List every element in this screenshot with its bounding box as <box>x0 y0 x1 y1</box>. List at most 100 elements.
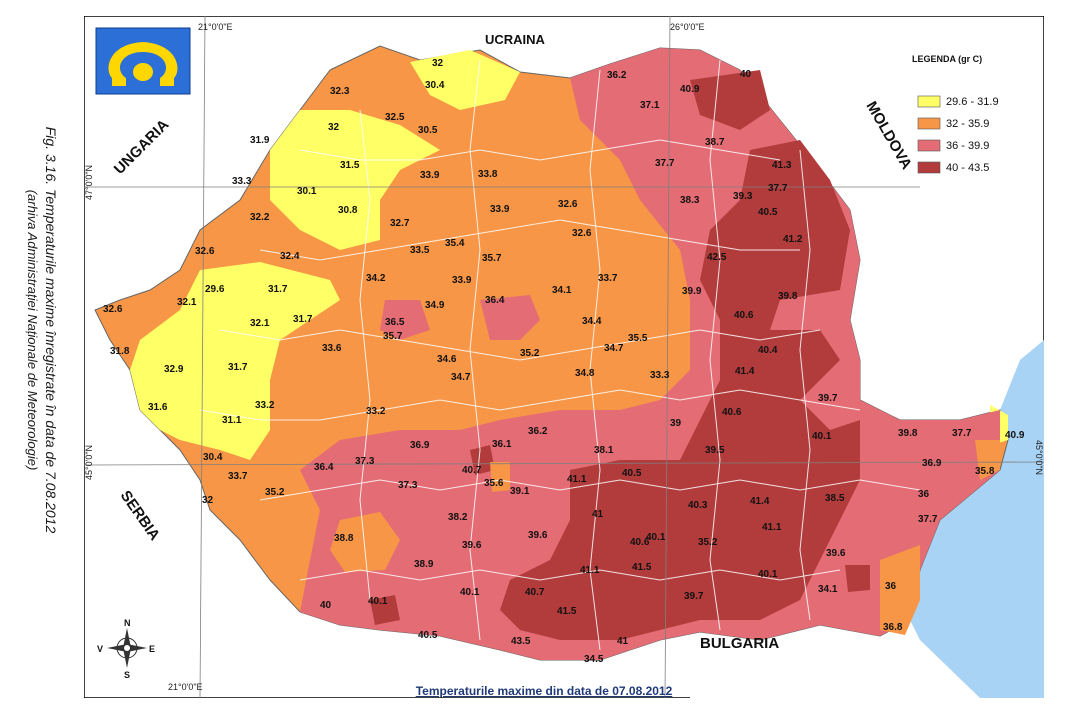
value-label: 33.3 <box>650 370 670 381</box>
value-label: 32.2 <box>250 212 270 223</box>
value-label: 33.7 <box>228 471 248 482</box>
legend-swatch-red <box>917 161 941 174</box>
value-label: 36.2 <box>528 426 548 437</box>
value-label: 40.9 <box>1005 430 1025 441</box>
value-label: 38.8 <box>334 533 354 544</box>
value-label: 33.8 <box>478 169 498 180</box>
value-label: 41.1 <box>567 474 587 485</box>
value-label: 34.6 <box>437 354 457 365</box>
compass-v: V <box>97 644 103 654</box>
lon-label-top-right: 26°0'0"E <box>670 22 705 32</box>
value-label: 38.7 <box>705 137 725 148</box>
value-label: 35.5 <box>628 333 648 344</box>
zone-red-east <box>500 140 860 640</box>
value-label: 31.5 <box>340 160 360 171</box>
value-label: 40.4 <box>758 345 778 356</box>
value-label: 36.9 <box>410 440 430 451</box>
value-label: 37.7 <box>952 428 972 439</box>
value-label: 34.2 <box>366 273 386 284</box>
legend-label: 40 - 43.5 <box>946 162 989 174</box>
value-label: 41 <box>592 509 604 520</box>
value-label: 32.1 <box>250 318 270 329</box>
value-label: 30.4 <box>425 80 445 91</box>
value-label: 41.3 <box>772 160 792 171</box>
legend-swatch-orange <box>917 117 941 130</box>
lon-label-bottom: 21°0'0"E <box>168 682 203 692</box>
value-label: 39.6 <box>462 540 482 551</box>
zone-orange-delta <box>975 440 1000 480</box>
zone-orange-small <box>490 462 510 492</box>
value-label: 40.6 <box>722 407 742 418</box>
value-label: 41.5 <box>632 562 652 573</box>
value-label: 32.9 <box>164 364 184 375</box>
value-label: 37.7 <box>768 183 788 194</box>
country-label-ukraine: UCRAINA <box>485 32 546 47</box>
value-label: 32.6 <box>195 246 215 257</box>
value-label: 40 <box>320 600 332 611</box>
value-label: 41.1 <box>580 565 600 576</box>
zone-red-southwest <box>370 595 400 625</box>
value-label: 37.7 <box>655 158 675 169</box>
value-label: 33.9 <box>452 275 472 286</box>
zone-yellow-north <box>410 50 520 110</box>
value-label: 31.8 <box>110 346 130 357</box>
black-sea <box>910 340 1044 640</box>
county-borders <box>199 59 921 651</box>
value-label: 41.2 <box>783 234 803 245</box>
map-svg: 32 30.4 32.3 32.5 30.5 32 31.9 31.5 30.1… <box>83 15 1045 699</box>
value-label: 33.2 <box>366 406 386 417</box>
zone-red-north <box>690 70 770 130</box>
value-label: 38.5 <box>825 493 845 504</box>
value-label: 41.1 <box>762 522 782 533</box>
value-label: 33.7 <box>598 273 618 284</box>
value-label: 32.6 <box>103 304 123 315</box>
value-label: 32.5 <box>385 112 405 123</box>
lat-label-47: 47°0'0"N <box>84 165 94 200</box>
value-label: 32 <box>202 495 214 506</box>
value-label: 36.1 <box>492 439 512 450</box>
value-labels: 32 30.4 32.3 32.5 30.5 32 31.9 31.5 30.1… <box>103 58 1025 665</box>
value-label: 31.1 <box>222 415 242 426</box>
value-label: 36.2 <box>607 70 627 81</box>
value-label: 42.5 <box>707 252 727 263</box>
value-label: 40.1 <box>812 431 832 442</box>
value-label: 30.5 <box>418 125 438 136</box>
value-label: 34.4 <box>582 316 602 327</box>
value-label: 40.1 <box>460 587 480 598</box>
value-label: 40.9 <box>680 84 700 95</box>
value-label: 32.6 <box>558 199 578 210</box>
value-label: 40.1 <box>758 569 778 580</box>
zone-yellow-northwest <box>270 110 440 250</box>
value-label: 39.9 <box>682 286 702 297</box>
value-label: 39.6 <box>528 530 548 541</box>
value-label: 38.3 <box>680 195 700 206</box>
value-label: 31.9 <box>250 135 270 146</box>
value-label: 41.4 <box>750 496 770 507</box>
value-label: 30.4 <box>203 452 223 463</box>
zone-yellow-west <box>130 262 340 460</box>
value-label: 38.2 <box>448 512 468 523</box>
value-label: 40 <box>740 69 752 80</box>
value-label: 37.1 <box>640 100 660 111</box>
legend-title: LEGENDA (gr C) <box>912 54 982 64</box>
value-label: 36 <box>918 489 930 500</box>
zone-orange-coast <box>880 545 920 635</box>
legend: LEGENDA (gr C) 29.6 - 31.9 32 - 35.9 36 … <box>912 54 999 174</box>
value-label: 40.6 <box>630 537 650 548</box>
value-label: 35.2 <box>698 537 718 548</box>
value-label: 40.7 <box>525 587 545 598</box>
value-label: 33.3 <box>232 176 252 187</box>
value-label: 35.7 <box>383 331 403 342</box>
value-label: 33.9 <box>490 204 510 215</box>
value-label: 33.6 <box>322 343 342 354</box>
lon-label-top: 21°0'0"E <box>198 22 233 32</box>
value-label: 35.2 <box>520 348 540 359</box>
value-label: 35.2 <box>265 487 285 498</box>
legend-swatch-yellow <box>917 95 941 108</box>
value-label: 36.4 <box>314 462 334 473</box>
figure-caption: Fig. 3.16. Temperaturile maxime înregist… <box>0 0 84 726</box>
zone-pink-center <box>480 295 540 340</box>
value-label: 37.3 <box>398 480 418 491</box>
value-label: 32.7 <box>390 218 410 229</box>
value-label: 32.6 <box>572 228 592 239</box>
